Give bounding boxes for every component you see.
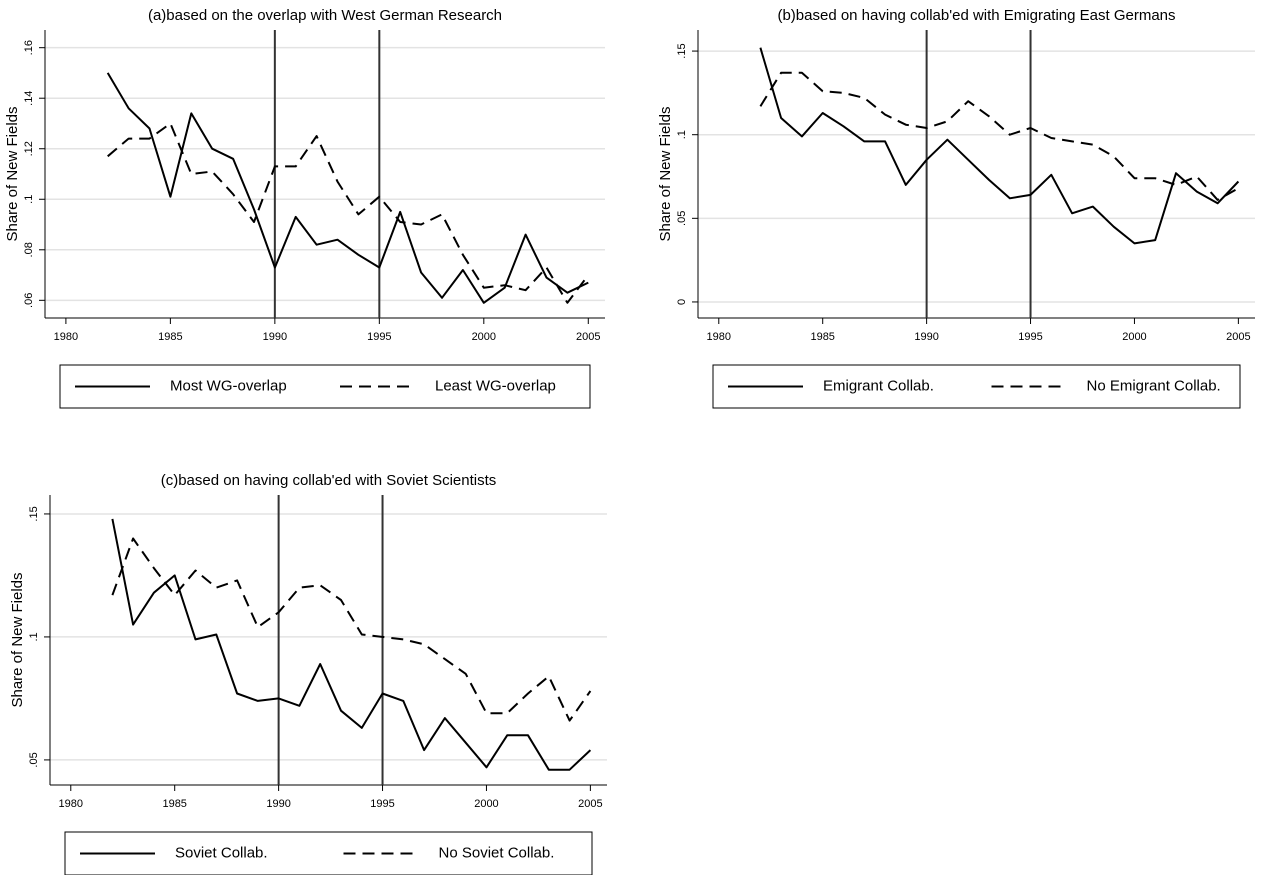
data-line	[111, 518, 592, 771]
y-tick-label: .05	[676, 211, 688, 226]
y-tick-label: .1	[23, 195, 35, 204]
x-tick-label: 1980	[54, 331, 78, 343]
y-axis-title: Share of New Fields	[657, 106, 674, 241]
legend-label: Soviet Collab.	[175, 844, 268, 861]
chart-title: (a)based on the overlap with West German…	[148, 7, 502, 24]
x-tick-label: 2000	[1122, 331, 1146, 343]
legend-box	[712, 364, 1241, 409]
data-line	[106, 72, 589, 304]
y-tick-label: .12	[23, 141, 35, 156]
legend-label: Emigrant Collab.	[823, 377, 934, 394]
panel: (c)based on having collab'ed with Soviet…	[9, 472, 607, 876]
y-tick-label: .08	[23, 242, 35, 257]
x-tick-label: 1990	[914, 331, 938, 343]
x-tick-label: 1995	[367, 331, 391, 343]
y-tick-label: .14	[23, 91, 35, 106]
x-tick-label: 1990	[263, 331, 287, 343]
panel: (b)based on having collab'ed with Emigra…	[657, 7, 1255, 409]
panel: (a)based on the overlap with West German…	[4, 7, 605, 409]
x-tick-label: 1980	[707, 331, 731, 343]
y-tick-label: .1	[28, 632, 40, 641]
x-tick-label: 1980	[59, 798, 83, 810]
data-line	[759, 71, 1239, 201]
y-tick-label: .05	[28, 752, 40, 767]
x-tick-label: 1985	[158, 331, 182, 343]
x-tick-label: 1985	[162, 798, 186, 810]
x-tick-label: 1985	[810, 331, 834, 343]
y-tick-label: 0	[676, 299, 688, 305]
data-line	[111, 537, 592, 722]
chart-title: (c)based on having collab'ed with Soviet…	[161, 472, 497, 489]
data-line	[759, 47, 1240, 245]
y-tick-label: .1	[676, 130, 688, 139]
legend-box	[59, 364, 591, 409]
legend-label: Most WG-overlap	[170, 377, 287, 394]
x-tick-label: 2005	[578, 798, 602, 810]
y-tick-label: .15	[676, 43, 688, 58]
chart-title: (b)based on having collab'ed with Emigra…	[777, 7, 1175, 24]
y-tick-label: .16	[23, 40, 35, 55]
x-tick-label: 2000	[472, 331, 496, 343]
x-tick-label: 1995	[370, 798, 394, 810]
y-tick-label: .15	[28, 506, 40, 521]
x-tick-label: 2005	[1226, 331, 1250, 343]
x-tick-label: 2000	[474, 798, 498, 810]
legend-label: Least WG-overlap	[435, 377, 556, 394]
legend-label: No Soviet Collab.	[439, 844, 555, 861]
y-axis-title: Share of New Fields	[4, 106, 21, 241]
x-tick-label: 1990	[266, 798, 290, 810]
x-tick-label: 1995	[1018, 331, 1042, 343]
data-line	[107, 122, 590, 304]
x-tick-label: 2005	[576, 331, 600, 343]
y-tick-label: .06	[23, 293, 35, 308]
legend-label: No Emigrant Collab.	[1087, 377, 1221, 394]
y-axis-title: Share of New Fields	[9, 572, 26, 707]
